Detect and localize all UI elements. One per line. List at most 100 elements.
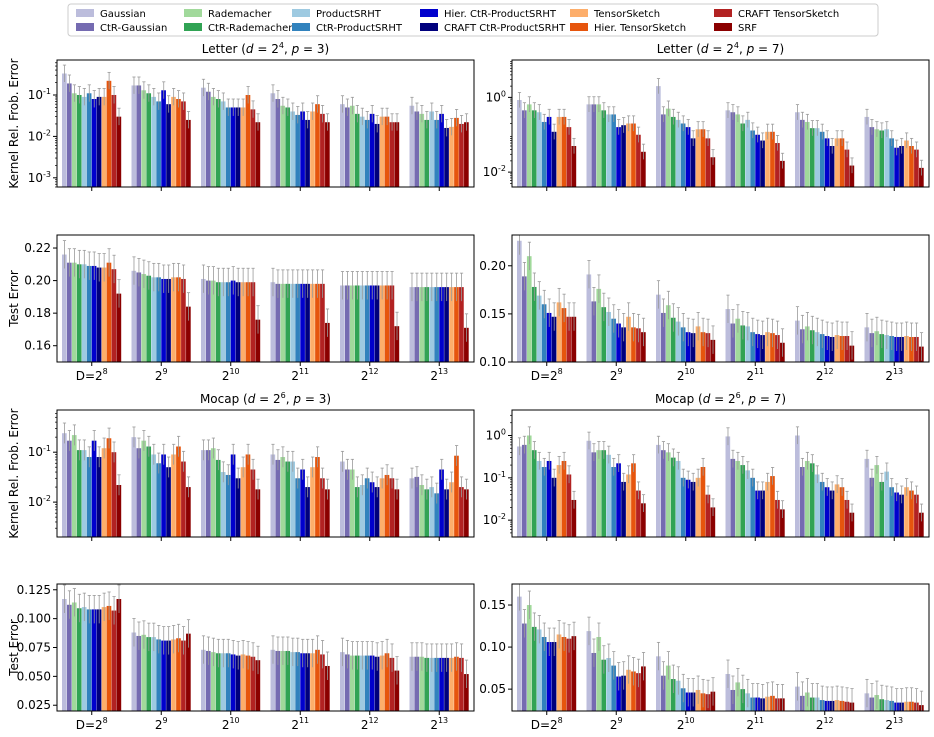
bar xyxy=(156,101,161,187)
y-tick-label: 10-2 xyxy=(483,164,506,179)
bar xyxy=(596,450,602,537)
bar xyxy=(76,450,82,537)
y-tick-label: 0.15 xyxy=(479,307,506,321)
bar xyxy=(631,671,636,711)
bar xyxy=(665,452,671,537)
y-tick-label: 0.18 xyxy=(24,306,51,320)
legend-frame xyxy=(67,3,879,37)
bar xyxy=(275,650,281,711)
y-axis-label: Test Error xyxy=(7,270,21,328)
bar xyxy=(220,282,226,362)
bar xyxy=(874,331,880,362)
bar xyxy=(250,656,256,711)
bar xyxy=(660,114,666,187)
bar xyxy=(586,104,592,187)
bar xyxy=(210,652,216,711)
bar xyxy=(434,493,439,537)
y-tick-label: 0.20 xyxy=(479,259,506,273)
bar xyxy=(730,323,736,362)
bar xyxy=(670,457,676,537)
y-tick-label: 0.15 xyxy=(479,598,506,612)
bar xyxy=(295,652,300,711)
bar xyxy=(904,487,909,537)
bar xyxy=(349,285,355,362)
bar xyxy=(464,674,469,711)
bar xyxy=(517,596,522,711)
bar xyxy=(76,608,82,711)
bar xyxy=(725,309,731,362)
bar xyxy=(849,512,855,537)
bar xyxy=(809,128,815,187)
bar xyxy=(354,487,360,537)
bar xyxy=(340,285,345,362)
bar xyxy=(354,285,360,362)
bar xyxy=(429,111,434,187)
bar xyxy=(909,490,914,537)
y-tick-label: 0.10 xyxy=(479,640,506,654)
bar xyxy=(230,107,236,187)
bar xyxy=(106,80,112,187)
y-tick-label: 10-1 xyxy=(28,444,51,459)
y-tick-label: 0.125 xyxy=(17,583,51,597)
bar xyxy=(755,490,760,537)
bar xyxy=(546,116,552,187)
bar xyxy=(444,287,449,362)
bar xyxy=(255,489,261,537)
bar xyxy=(364,655,370,711)
bar xyxy=(146,275,152,362)
bar xyxy=(904,140,909,187)
bar xyxy=(250,469,256,537)
bar xyxy=(290,283,295,362)
bar xyxy=(670,679,676,711)
bar xyxy=(235,282,241,362)
bar xyxy=(660,450,666,537)
bar xyxy=(171,277,176,362)
bar xyxy=(531,626,537,711)
bar xyxy=(86,93,92,187)
legend-label: CtR-ProductSRHT xyxy=(316,23,403,34)
bar xyxy=(434,657,439,711)
y-tick-label: 0.20 xyxy=(24,274,51,288)
bar xyxy=(340,652,345,711)
bar xyxy=(369,655,375,711)
bar xyxy=(205,650,211,711)
bar xyxy=(809,330,815,362)
bar xyxy=(320,283,325,362)
bar xyxy=(874,129,880,187)
bar xyxy=(215,282,221,362)
bar xyxy=(225,282,231,362)
bar xyxy=(364,119,370,187)
bar xyxy=(66,262,72,362)
bar xyxy=(680,327,686,362)
bar xyxy=(181,640,186,711)
bar xyxy=(561,116,567,187)
bar xyxy=(631,123,636,187)
bar xyxy=(419,287,425,362)
bar xyxy=(780,160,785,187)
x-tick-label: 210 xyxy=(222,716,240,732)
bar xyxy=(161,90,166,187)
bar xyxy=(106,605,112,711)
bar xyxy=(621,481,626,537)
y-tick-label: 0.05 xyxy=(479,682,506,696)
bar xyxy=(325,489,330,537)
y-tick-label: 0.075 xyxy=(17,641,51,655)
bar xyxy=(459,657,464,711)
bar xyxy=(606,454,611,537)
bar xyxy=(300,469,305,537)
bar xyxy=(384,285,390,362)
x-tick-label: 29 xyxy=(610,716,623,732)
bar xyxy=(889,138,894,187)
bar xyxy=(349,655,355,711)
bar xyxy=(799,329,805,362)
bar xyxy=(81,96,87,187)
bar xyxy=(201,278,206,362)
legend-swatch xyxy=(184,9,202,17)
bar xyxy=(869,333,875,362)
legend-swatch xyxy=(76,23,94,31)
bar xyxy=(295,283,300,362)
bar xyxy=(305,653,310,711)
bar xyxy=(101,267,107,362)
bar xyxy=(106,262,112,362)
bar xyxy=(464,327,469,362)
